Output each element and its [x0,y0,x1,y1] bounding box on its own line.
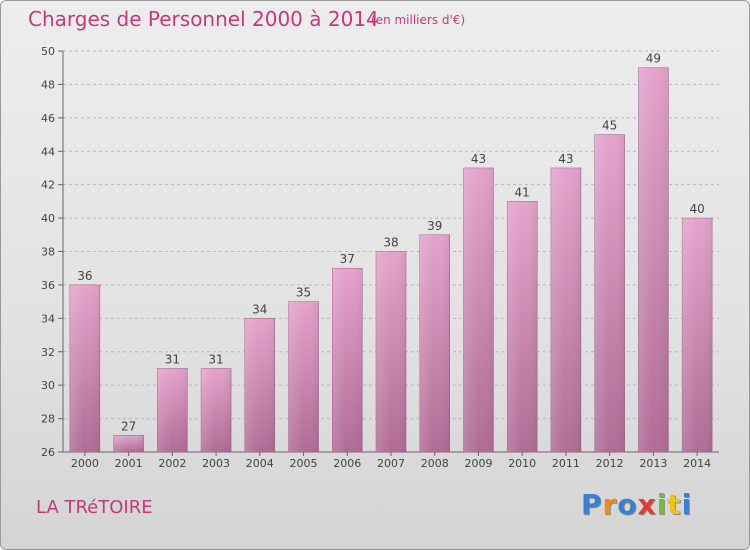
data-label: 31 [165,352,180,366]
data-label: 31 [208,352,223,366]
x-tick-label: 2009 [464,457,492,470]
logo-letter: x [637,488,657,521]
bar-shading-2001 [113,435,144,452]
proxiti-logo: Proxiti [581,488,692,521]
bar-shading-2011 [550,167,581,453]
bar-shading-2002 [157,368,188,452]
logo-letter: o [617,488,638,521]
bar-shading-2014 [682,218,713,452]
chart-title: Charges de Personnel 2000 à 2014 [28,7,379,31]
logo-letter: P [581,488,603,521]
data-label: 27 [121,419,136,433]
y-tick-label: 30 [41,379,55,392]
data-label: 36 [77,269,92,283]
x-tick-label: 2003 [202,457,230,470]
data-label: 45 [602,119,617,133]
bar-shading-2003 [201,368,232,452]
y-tick-label: 26 [41,446,55,459]
bar-shading-2006 [332,268,363,452]
x-tick-label: 2004 [246,457,274,470]
bar-shading-2009 [463,167,494,453]
x-tick-label: 2005 [290,457,318,470]
logo-letter: i [681,488,693,521]
y-tick-label: 34 [41,312,55,325]
y-tick-label: 46 [41,112,55,125]
y-tick-label: 36 [41,279,55,292]
x-tick-label: 2014 [683,457,711,470]
y-tick-label: 42 [41,179,55,192]
data-label: 43 [471,152,486,166]
logo-letter: r [602,488,618,521]
logo-letter: i [656,488,668,521]
data-label: 34 [252,302,267,316]
x-tick-label: 2012 [596,457,624,470]
data-label: 38 [383,236,398,250]
x-tick-label: 2007 [377,457,405,470]
data-label: 35 [296,286,311,300]
x-tick-label: 2002 [158,457,186,470]
data-label: 41 [515,185,530,199]
x-tick-label: 2000 [71,457,99,470]
commune-name: LA TRéTOIRE [36,497,153,518]
data-label: 37 [340,252,355,266]
x-tick-label: 2006 [333,457,361,470]
y-tick-label: 28 [41,413,55,426]
bar-shading-2007 [376,251,406,452]
y-tick-label: 50 [41,45,55,58]
x-tick-label: 2010 [508,457,536,470]
x-tick-label: 2008 [421,457,449,470]
chart-subtitle: (en milliers d'€) [371,13,466,27]
x-tick-label: 2013 [639,457,667,470]
bar-shading-2010 [507,201,538,452]
bar-shading-2013 [638,67,669,452]
bar-shading-2005 [288,301,319,452]
bar-shading-2008 [419,234,450,452]
y-tick-label: 48 [41,78,55,91]
y-tick-label: 32 [41,346,55,359]
bar-shading-2000 [69,284,100,452]
bar-shading-2004 [244,318,275,452]
data-label: 43 [558,152,573,166]
y-tick-label: 38 [41,246,55,259]
x-tick-label: 2001 [115,457,143,470]
y-tick-label: 40 [41,212,55,225]
bar-shading-2012 [594,134,625,452]
logo-letter: t [667,488,682,521]
y-tick-label: 44 [41,145,55,158]
x-tick-label: 2011 [552,457,580,470]
data-label: 49 [646,52,661,66]
data-label: 39 [427,219,442,233]
data-label: 40 [689,202,704,216]
